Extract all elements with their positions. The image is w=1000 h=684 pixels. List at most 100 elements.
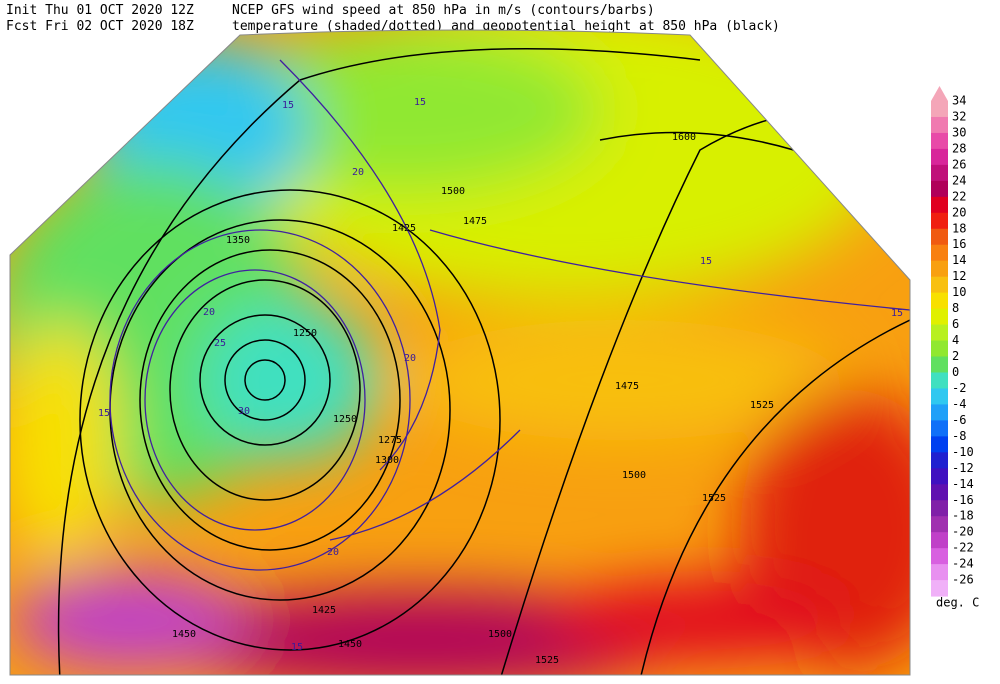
colorbar-unit: deg. C bbox=[936, 596, 979, 610]
colorbar-label: -24 bbox=[952, 557, 974, 571]
colorbar-swatch bbox=[931, 436, 948, 453]
colorbar-swatch bbox=[931, 388, 948, 405]
colorbar-label: -8 bbox=[952, 429, 966, 443]
height-label: 1250 bbox=[293, 328, 317, 339]
colorbar-label: -12 bbox=[952, 461, 974, 475]
colorbar-label: 8 bbox=[952, 301, 959, 315]
colorbar-label: -16 bbox=[952, 493, 974, 507]
colorbar-label: 16 bbox=[952, 237, 966, 251]
wind-label: 15 bbox=[891, 308, 903, 319]
colorbar-swatch bbox=[931, 292, 948, 310]
title-line2: temperature (shaded/dotted) and geopoten… bbox=[232, 19, 780, 34]
colorbar-swatch bbox=[931, 244, 948, 262]
height-label: 1450 bbox=[338, 639, 362, 650]
wind-label: 20 bbox=[404, 353, 416, 364]
title-line1: NCEP GFS wind speed at 850 hPa in m/s (c… bbox=[232, 3, 655, 18]
colorbar-swatch bbox=[931, 564, 948, 581]
colorbar-label: 22 bbox=[952, 189, 966, 203]
height-label: 1275 bbox=[378, 435, 402, 446]
colorbar-label: 2 bbox=[952, 349, 959, 363]
colorbar-label: 26 bbox=[952, 157, 966, 171]
height-label: 1500 bbox=[441, 186, 465, 197]
height-label: 1425 bbox=[312, 605, 336, 616]
colorbar: 3432302826242220181614121086420-2-4-6-8-… bbox=[931, 86, 974, 597]
colorbar-label: -10 bbox=[952, 445, 974, 459]
colorbar-label: -4 bbox=[952, 397, 966, 411]
colorbar-swatch bbox=[931, 420, 948, 437]
height-label: 1450 bbox=[172, 629, 196, 640]
colorbar-label: 20 bbox=[952, 205, 966, 219]
colorbar-label: 4 bbox=[952, 333, 959, 347]
colorbar-swatch bbox=[931, 340, 948, 358]
wind-label: 20 bbox=[203, 307, 215, 318]
colorbar-swatch bbox=[931, 356, 948, 373]
colorbar-swatch bbox=[931, 372, 948, 389]
colorbar-swatch bbox=[931, 404, 948, 421]
wind-label: 20 bbox=[327, 547, 339, 558]
colorbar-swatch bbox=[931, 500, 948, 517]
colorbar-label: -20 bbox=[952, 525, 974, 539]
map-outline bbox=[9, 29, 911, 676]
colorbar-swatch bbox=[931, 196, 948, 214]
colorbar-label: 14 bbox=[952, 253, 966, 267]
colorbar-swatch bbox=[931, 516, 948, 533]
colorbar-label: -18 bbox=[952, 509, 974, 523]
colorbar-swatch bbox=[931, 452, 948, 469]
wind-label: 15 bbox=[700, 256, 712, 267]
height-label: 1300 bbox=[375, 455, 399, 466]
height-label: 1500 bbox=[488, 629, 512, 640]
colorbar-swatch bbox=[931, 468, 948, 485]
colorbar-swatch bbox=[931, 532, 948, 549]
height-label: 1350 bbox=[226, 235, 250, 246]
wind-label: 20 bbox=[352, 167, 364, 178]
colorbar-swatch bbox=[931, 228, 948, 246]
wind-label: 15 bbox=[291, 642, 303, 653]
colorbar-swatch bbox=[931, 308, 948, 326]
colorbar-swatch bbox=[931, 580, 948, 597]
colorbar-swatch bbox=[931, 164, 948, 182]
height-label: 1525 bbox=[702, 493, 726, 504]
colorbar-label: -26 bbox=[952, 573, 974, 587]
colorbar-swatch bbox=[931, 132, 948, 150]
colorbar-swatch bbox=[931, 116, 948, 134]
height-label: 1525 bbox=[535, 655, 559, 666]
colorbar-swatch bbox=[931, 548, 948, 565]
colorbar-label: -14 bbox=[952, 477, 974, 491]
colorbar-label: 12 bbox=[952, 269, 966, 283]
contour-labels: 1600 1500 1475 1425 1350 1300 1250 1275 … bbox=[98, 97, 903, 666]
height-label: 1425 bbox=[392, 223, 416, 234]
map bbox=[10, 30, 910, 675]
colorbar-label: 18 bbox=[952, 221, 966, 235]
wind-label: 30 bbox=[238, 406, 250, 417]
colorbar-arrow bbox=[931, 86, 948, 101]
colorbar-swatch bbox=[931, 180, 948, 198]
colorbar-swatch bbox=[931, 212, 948, 230]
height-label: 1525 bbox=[750, 400, 774, 411]
colorbar-label: 32 bbox=[952, 109, 966, 123]
height-label: 1475 bbox=[615, 381, 639, 392]
wind-label: 15 bbox=[98, 408, 110, 419]
colorbar-swatch bbox=[931, 260, 948, 278]
colorbar-swatch bbox=[931, 101, 948, 118]
height-label: 1500 bbox=[622, 470, 646, 481]
colorbar-swatch bbox=[931, 148, 948, 166]
height-label: 1250 bbox=[333, 414, 357, 425]
colorbar-label: 28 bbox=[952, 141, 966, 155]
wind-label: 15 bbox=[282, 100, 294, 111]
colorbar-swatch bbox=[931, 324, 948, 342]
colorbar-label: 34 bbox=[952, 94, 966, 108]
colorbar-label: 24 bbox=[952, 173, 966, 187]
init-time: Init Thu 01 OCT 2020 12Z bbox=[6, 3, 194, 18]
height-label: 1600 bbox=[672, 132, 696, 143]
colorbar-swatch bbox=[931, 276, 948, 294]
forecast-time: Fcst Fri 02 OCT 2020 18Z bbox=[6, 19, 194, 34]
colorbar-label: 6 bbox=[952, 317, 959, 331]
height-label: 1475 bbox=[463, 216, 487, 227]
wind-label: 25 bbox=[214, 338, 226, 349]
wind-label: 15 bbox=[414, 97, 426, 108]
colorbar-swatch bbox=[931, 484, 948, 501]
colorbar-label: 10 bbox=[952, 285, 966, 299]
colorbar-label: 30 bbox=[952, 125, 966, 139]
colorbar-label: 0 bbox=[952, 365, 959, 379]
